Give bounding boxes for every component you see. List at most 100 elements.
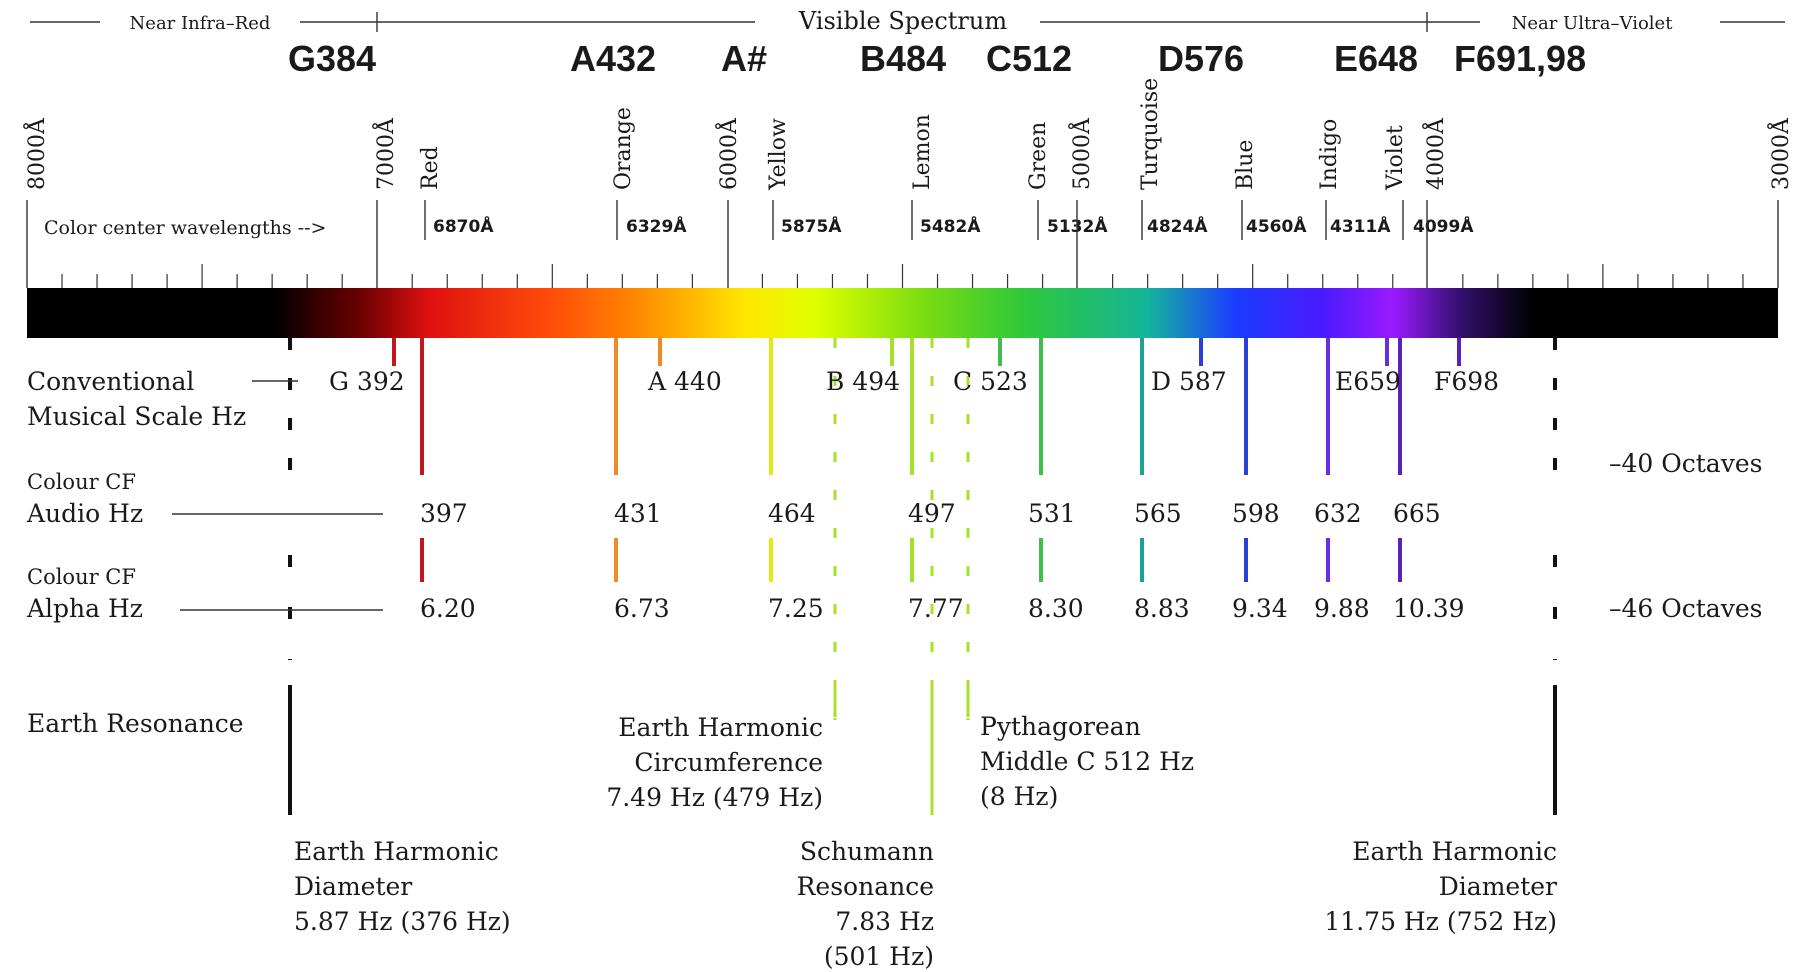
audio-hz-value: 397	[420, 499, 468, 528]
header: Near Infra–Red Visible Spectrum Near Ult…	[30, 7, 1785, 35]
svg-text:Earth Harmonic: Earth Harmonic	[618, 713, 823, 742]
alpha-hz-value: 10.39	[1393, 594, 1465, 623]
pink-note-label: G384	[288, 38, 376, 79]
alpha-hz-value: 7.25	[768, 594, 824, 623]
svg-text:Middle C 512 Hz: Middle C 512 Hz	[980, 747, 1194, 776]
color-name-violet: Violet	[1383, 125, 1408, 191]
alpha-hz-value: 9.34	[1232, 594, 1288, 623]
pink-note-label: D576	[1158, 38, 1244, 79]
svg-text:5.87 Hz (376 Hz): 5.87 Hz (376 Hz)	[294, 907, 511, 936]
audio-hz-value: 497	[908, 499, 956, 528]
earth-resonance-label: Earth Resonance	[27, 709, 244, 738]
svg-text:11.75 Hz (752 Hz): 11.75 Hz (752 Hz)	[1324, 907, 1557, 936]
svg-text:Resonance: Resonance	[797, 872, 934, 901]
center-wavelength: 4824Å	[1147, 214, 1208, 237]
audio-hz-value: 431	[614, 499, 662, 528]
audio-hz-value: 665	[1393, 499, 1441, 528]
audio-hz-value: 565	[1134, 499, 1182, 528]
svg-text:Diameter: Diameter	[1439, 872, 1557, 901]
musical-note: B 494	[826, 367, 900, 396]
audio-hz-value: 598	[1232, 499, 1280, 528]
angstrom-label: 5000Å	[1067, 117, 1095, 190]
audio-hz-values: 397 431 464 497 531 565 598 632 665	[420, 499, 1441, 528]
svg-text:7.83 Hz: 7.83 Hz	[835, 907, 934, 936]
minor-ticks	[61, 264, 1744, 288]
color-name-green: Green	[1026, 122, 1051, 190]
color-names: Red Orange Yellow Lemon Green Turquoise …	[418, 78, 1408, 191]
colour-cf-label: Colour CF	[27, 565, 136, 589]
color-name-red: Red	[418, 146, 443, 190]
alpha-hz-value: 6.20	[420, 594, 476, 623]
center-wavelength: 4099Å	[1413, 214, 1474, 237]
svg-text:Diameter: Diameter	[294, 872, 412, 901]
alpha-hz-value: 8.30	[1028, 594, 1084, 623]
earth-diameter-left-note: Earth Harmonic Diameter 5.87 Hz (376 Hz)	[294, 837, 511, 936]
center-wavelength: 4311Å	[1330, 214, 1391, 237]
frequency-markers	[288, 338, 1557, 815]
color-name-indigo: Indigo	[1317, 119, 1342, 190]
center-wavelength: 4560Å	[1246, 214, 1307, 237]
octaves-40-label: –40 Octaves	[1609, 449, 1762, 478]
alpha-hz-values: 6.20 6.73 7.25 7.77 8.30 8.83 9.34 9.88 …	[420, 594, 1465, 623]
near-ultraviolet-label: Near Ultra–Violet	[1512, 13, 1674, 34]
alpha-hz-value: 6.73	[614, 594, 670, 623]
angstrom-label: 6000Å	[714, 117, 742, 190]
alpha-hz-value: 9.88	[1314, 594, 1370, 623]
spectrum-bar	[27, 288, 1778, 338]
schumann-resonance-note: Schumann Resonance 7.83 Hz (501 Hz)	[797, 837, 934, 971]
musical-note: C 523	[953, 367, 1028, 396]
pythagorean-note: Pythagorean Middle C 512 Hz (8 Hz)	[980, 712, 1194, 811]
row-labels: Conventional Musical Scale Hz Colour CF …	[26, 367, 1762, 738]
musical-note: D 587	[1151, 367, 1227, 396]
near-infrared-label: Near Infra–Red	[130, 13, 271, 34]
color-name-yellow: Yellow	[766, 118, 791, 191]
angstrom-label: 3000Å	[1766, 117, 1794, 190]
svg-text:Earth Harmonic: Earth Harmonic	[294, 837, 499, 866]
octaves-46-label: –46 Octaves	[1609, 594, 1762, 623]
pink-note-label: B484	[860, 38, 946, 79]
svg-text:(501 Hz): (501 Hz)	[824, 942, 934, 971]
audio-hz-value: 632	[1314, 499, 1362, 528]
conventional-label: Conventional	[27, 367, 194, 396]
color-name-orange: Orange	[611, 107, 636, 190]
svg-text:Earth Harmonic: Earth Harmonic	[1352, 837, 1557, 866]
earth-circumference-note: Earth Harmonic Circumference 7.49 Hz (47…	[606, 713, 823, 812]
pink-note-labels: G384 A432 A# B484 C512 D576 E648 F691,98	[288, 38, 1586, 79]
alpha-hz-value: 7.77	[908, 594, 964, 623]
scale-axis	[26, 200, 1779, 288]
svg-text:Circumference: Circumference	[634, 748, 823, 777]
pink-note-label: C512	[986, 38, 1072, 79]
pink-note-label: F691,98	[1454, 38, 1586, 79]
musical-note: G 392	[329, 367, 405, 396]
musical-notes: G 392 A 440 B 494 C 523 D 587 E659 F698	[329, 367, 1499, 396]
pink-note-label: E648	[1334, 38, 1418, 79]
musical-note: F698	[1434, 367, 1499, 396]
earth-diameter-right-note: Earth Harmonic Diameter 11.75 Hz (752 Hz…	[1324, 837, 1557, 936]
center-wavelength: 5875Å	[781, 214, 842, 237]
center-wavelength: 5482Å	[920, 214, 981, 237]
center-wavelength: 6870Å	[433, 214, 494, 237]
musical-note: E659	[1335, 367, 1401, 396]
color-name-turquoise: Turquoise	[1138, 78, 1163, 190]
audio-hz-value: 464	[768, 499, 816, 528]
pink-note-label: A#	[721, 38, 767, 79]
color-name-lemon: Lemon	[910, 114, 935, 190]
angstrom-label: 4000Å	[1421, 117, 1449, 190]
color-name-blue: Blue	[1233, 140, 1258, 190]
annotations: Earth Harmonic Diameter 5.87 Hz (376 Hz)…	[294, 712, 1557, 971]
angstrom-label: 7000Å	[371, 117, 399, 190]
colour-cf-label: Colour CF	[27, 470, 136, 494]
svg-text:(8 Hz): (8 Hz)	[980, 782, 1058, 811]
audio-hz-value: 531	[1028, 499, 1076, 528]
center-wavelength: 6329Å	[626, 214, 687, 237]
musical-note: A 440	[647, 367, 722, 396]
visible-spectrum-label: Visible Spectrum	[798, 7, 1007, 35]
alpha-hz-label: Alpha Hz	[26, 594, 143, 623]
svg-text:Schumann: Schumann	[800, 837, 934, 866]
svg-text:7.49 Hz (479 Hz): 7.49 Hz (479 Hz)	[606, 783, 823, 812]
alpha-hz-value: 8.83	[1134, 594, 1190, 623]
musical-scale-label: Musical Scale Hz	[27, 402, 246, 431]
center-wavelength-row: Color center wavelengths --> 6870Å 6329Å…	[44, 200, 1474, 240]
svg-text:Pythagorean: Pythagorean	[980, 712, 1141, 741]
